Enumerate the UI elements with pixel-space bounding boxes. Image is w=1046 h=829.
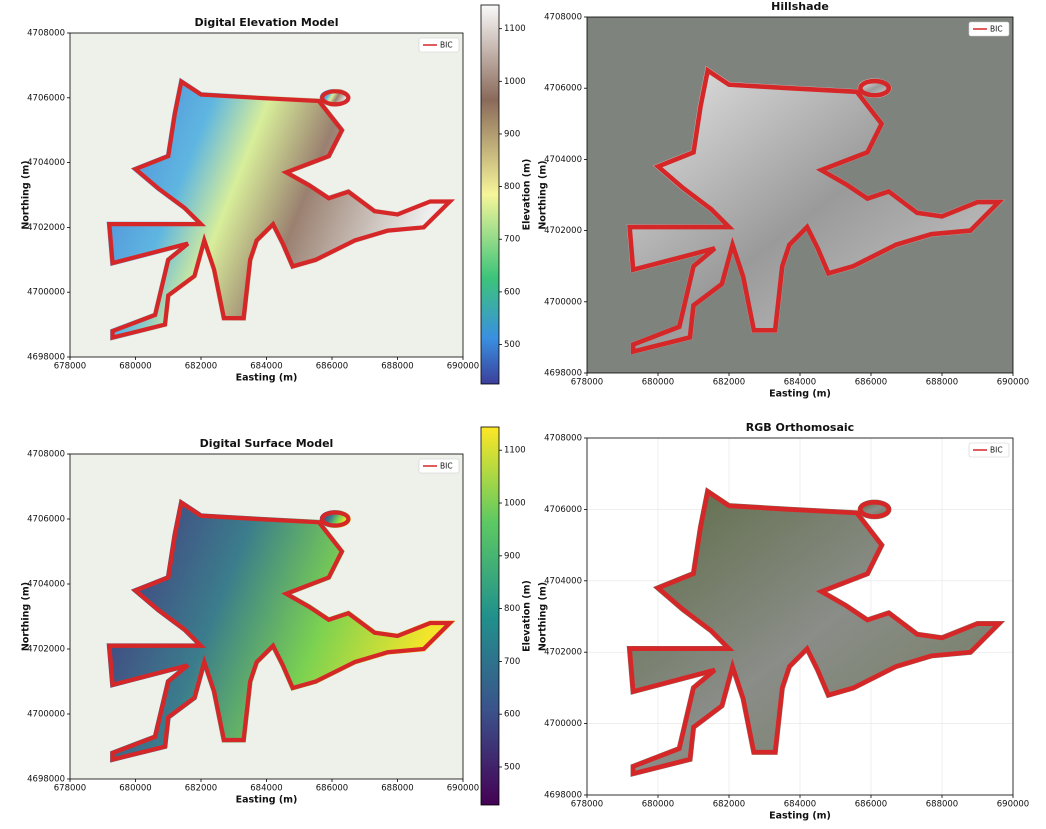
x-tick-label: 686000 [316, 784, 348, 794]
colorbar-tick-label: 500 [504, 340, 520, 350]
y-tick-label: 4704000 [27, 580, 65, 590]
chart-title: RGB Orthomosaic [746, 421, 854, 434]
y-axis-label: Northing (m) [21, 582, 32, 651]
x-tick-label: 680000 [119, 784, 151, 794]
x-tick-label: 682000 [713, 378, 745, 388]
y-axis-label: Northing (m) [538, 160, 549, 229]
y-tick-label: 4698000 [544, 791, 582, 801]
axes-frame [69, 453, 464, 780]
y-tick-label: 4700000 [27, 710, 65, 720]
colorbar [480, 4, 500, 385]
colorbar-label: Elevation (m) [522, 159, 533, 231]
legend-label: BIC [990, 25, 1003, 34]
legend-box [968, 21, 1010, 37]
colorbar-tick-label: 700 [504, 657, 520, 667]
colorbar-tick-label: 600 [504, 287, 520, 297]
y-tick-label: 4706000 [544, 505, 582, 515]
x-tick-label: 684000 [784, 378, 816, 388]
x-tick-label: 684000 [250, 784, 282, 794]
legend-label: BIC [440, 41, 453, 50]
x-tick-label: 690000 [997, 800, 1029, 810]
x-tick-label: 678000 [571, 378, 603, 388]
x-tick-label: 678000 [54, 784, 86, 794]
x-tick-label: 680000 [642, 378, 674, 388]
colorbar-tick-label: 800 [504, 182, 520, 192]
x-tick-label: 690000 [447, 784, 479, 794]
y-tick-label: 4708000 [27, 450, 65, 460]
y-axis-label: Northing (m) [538, 582, 549, 651]
x-tick-label: 682000 [185, 784, 217, 794]
x-axis-label: Easting (m) [769, 811, 831, 822]
x-axis-label: Easting (m) [236, 795, 298, 806]
colorbar-tick-label: 800 [504, 604, 520, 614]
legend-label: BIC [990, 446, 1003, 455]
x-tick-label: 686000 [855, 800, 887, 810]
x-tick-label: 690000 [997, 378, 1029, 388]
y-tick-label: 4708000 [544, 13, 582, 23]
x-tick-label: 682000 [185, 362, 217, 372]
x-tick-label: 680000 [119, 362, 151, 372]
x-tick-label: 688000 [381, 784, 413, 794]
colorbar [480, 426, 500, 806]
colorbar-tick-label: 600 [504, 710, 520, 720]
colorbar-tick-label: 900 [504, 129, 520, 139]
y-tick-label: 4700000 [27, 288, 65, 298]
x-tick-label: 680000 [642, 800, 674, 810]
axes-frame [586, 16, 1014, 374]
chart-title: Digital Elevation Model [194, 16, 338, 29]
colorbar-tick-label: 900 [504, 551, 520, 561]
x-tick-label: 684000 [784, 800, 816, 810]
x-axis-label: Easting (m) [769, 389, 831, 400]
colorbar-tick-label: 500 [504, 762, 520, 772]
y-tick-label: 4702000 [27, 223, 65, 233]
colorbar-tick-label: 1100 [504, 446, 526, 456]
x-tick-label: 678000 [54, 362, 86, 372]
colorbar-tick-label: 1000 [504, 499, 526, 509]
x-tick-label: 688000 [926, 378, 958, 388]
y-tick-label: 4702000 [544, 226, 582, 236]
chart-title: Hillshade [771, 0, 829, 13]
x-tick-label: 678000 [571, 800, 603, 810]
x-tick-label: 688000 [381, 362, 413, 372]
colorbar-tick-label: 700 [504, 235, 520, 245]
x-tick-label: 688000 [926, 800, 958, 810]
legend-box [418, 458, 460, 474]
colorbar-tick-label: 1000 [504, 77, 526, 87]
x-tick-label: 684000 [250, 362, 282, 372]
legend-label: BIC [440, 462, 453, 471]
axes-frame [69, 32, 464, 358]
y-tick-label: 4706000 [27, 515, 65, 525]
axes-frame [586, 437, 1014, 796]
legend-box [418, 37, 460, 53]
y-axis-label: Northing (m) [21, 160, 32, 229]
y-tick-label: 4704000 [544, 155, 582, 165]
y-tick-label: 4702000 [544, 648, 582, 658]
x-tick-label: 686000 [316, 362, 348, 372]
y-tick-label: 4700000 [544, 297, 582, 307]
x-tick-label: 690000 [447, 362, 479, 372]
colorbar-label: Elevation (m) [522, 580, 533, 652]
y-tick-label: 4706000 [544, 84, 582, 94]
x-tick-label: 686000 [855, 378, 887, 388]
x-tick-label: 682000 [713, 800, 745, 810]
y-tick-label: 4708000 [544, 434, 582, 444]
colorbar-tick-label: 1100 [504, 24, 526, 34]
y-tick-label: 4700000 [544, 719, 582, 729]
y-tick-label: 4704000 [544, 576, 582, 586]
y-tick-label: 4698000 [27, 775, 65, 785]
y-tick-label: 4708000 [27, 29, 65, 39]
y-tick-label: 4698000 [27, 353, 65, 363]
legend-box [968, 442, 1010, 458]
y-tick-label: 4704000 [27, 158, 65, 168]
y-tick-label: 4698000 [544, 369, 582, 379]
chart-title: Digital Surface Model [200, 437, 334, 450]
y-tick-label: 4706000 [27, 93, 65, 103]
x-axis-label: Easting (m) [236, 373, 298, 384]
y-tick-label: 4702000 [27, 645, 65, 655]
